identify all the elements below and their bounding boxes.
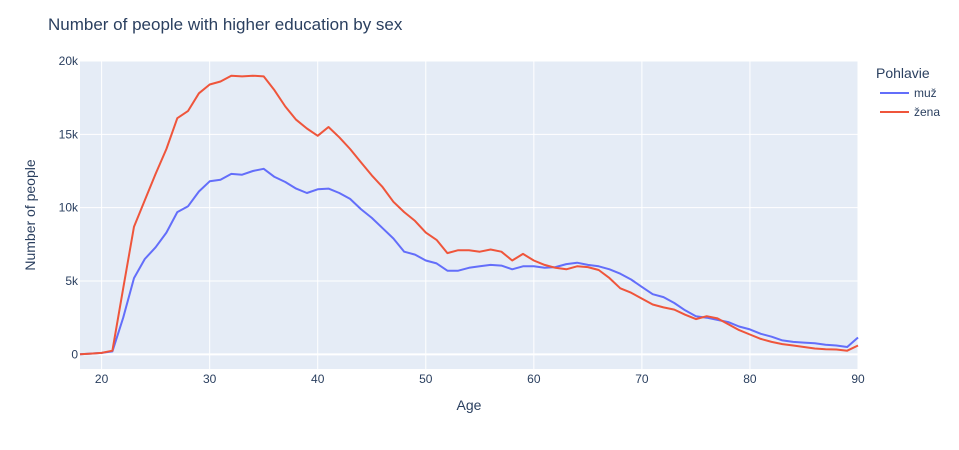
- legend[interactable]: Pohlavie muž žena: [876, 65, 940, 119]
- y-tick-label: 20k: [59, 54, 79, 68]
- x-axis-title: Age: [457, 397, 482, 413]
- series-lines: [79, 74, 859, 356]
- series-line-zena[interactable]: [79, 74, 859, 356]
- x-tick-label: 60: [527, 372, 541, 386]
- x-tick-label: 70: [635, 372, 649, 386]
- y-axis-ticks: 0 5k 10k 15k 20k: [59, 54, 79, 361]
- series-line-muz[interactable]: [79, 167, 859, 356]
- x-axis-ticks: 20 30 40 50 60 70 80 90: [95, 372, 865, 386]
- y-tick-label: 5k: [65, 274, 79, 288]
- chart-title: Number of people with higher education b…: [48, 15, 403, 34]
- legend-item-label[interactable]: žena: [914, 105, 940, 119]
- x-tick-label: 90: [851, 372, 865, 386]
- y-axis-title: Number of people: [22, 159, 38, 271]
- x-tick-label: 40: [311, 372, 325, 386]
- gridlines: [80, 60, 859, 369]
- x-tick-label: 80: [743, 372, 757, 386]
- y-tick-label: 10k: [59, 201, 79, 215]
- x-tick-label: 20: [95, 372, 109, 386]
- x-tick-label: 30: [203, 372, 217, 386]
- x-tick-label: 50: [419, 372, 433, 386]
- legend-item-label[interactable]: muž: [914, 86, 937, 100]
- y-tick-label: 15k: [59, 127, 79, 141]
- legend-title: Pohlavie: [876, 65, 930, 81]
- y-tick-label: 0: [71, 347, 78, 361]
- plot-area[interactable]: [80, 61, 858, 369]
